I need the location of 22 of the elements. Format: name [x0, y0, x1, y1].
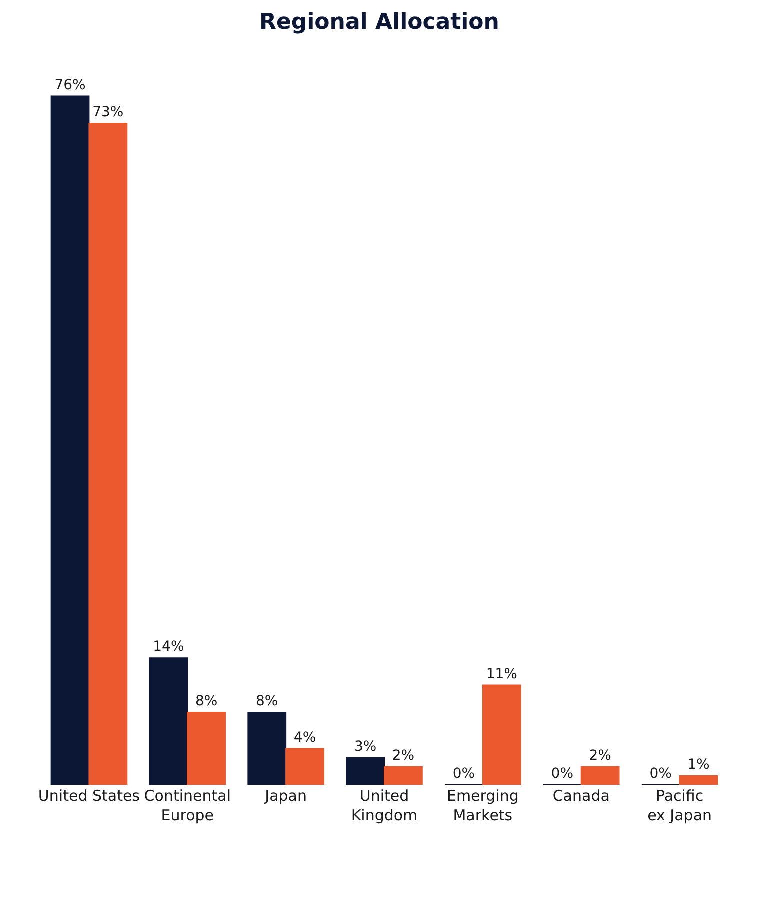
- data-label: 3%: [354, 738, 377, 755]
- x-tick-label: Emerging Markets: [446, 787, 519, 824]
- data-label: 8%: [195, 694, 218, 710]
- data-label: 8%: [256, 694, 278, 710]
- data-label: 1%: [688, 756, 710, 773]
- data-label: 0%: [551, 766, 574, 782]
- x-tick-label: United Kingdom: [351, 787, 418, 824]
- data-label: 76%: [54, 77, 86, 94]
- x-tick-label: Continental Europe: [144, 787, 231, 824]
- data-label: 4%: [294, 730, 316, 746]
- data-label: 0%: [452, 766, 476, 782]
- data-label: 2%: [392, 748, 415, 764]
- data-label: 14%: [153, 639, 184, 656]
- x-tick-label: Canada: [552, 787, 610, 805]
- x-tick-label: United States: [38, 787, 140, 805]
- data-label: 11%: [486, 666, 518, 682]
- data-label: 2%: [589, 748, 612, 764]
- data-label: 0%: [650, 766, 672, 782]
- chart-title: Regional Allocation: [260, 10, 500, 35]
- x-tick-label: Japan: [264, 787, 307, 805]
- data-label: 73%: [92, 104, 124, 120]
- x-tick-label: Pacific ex Japan: [648, 787, 712, 824]
